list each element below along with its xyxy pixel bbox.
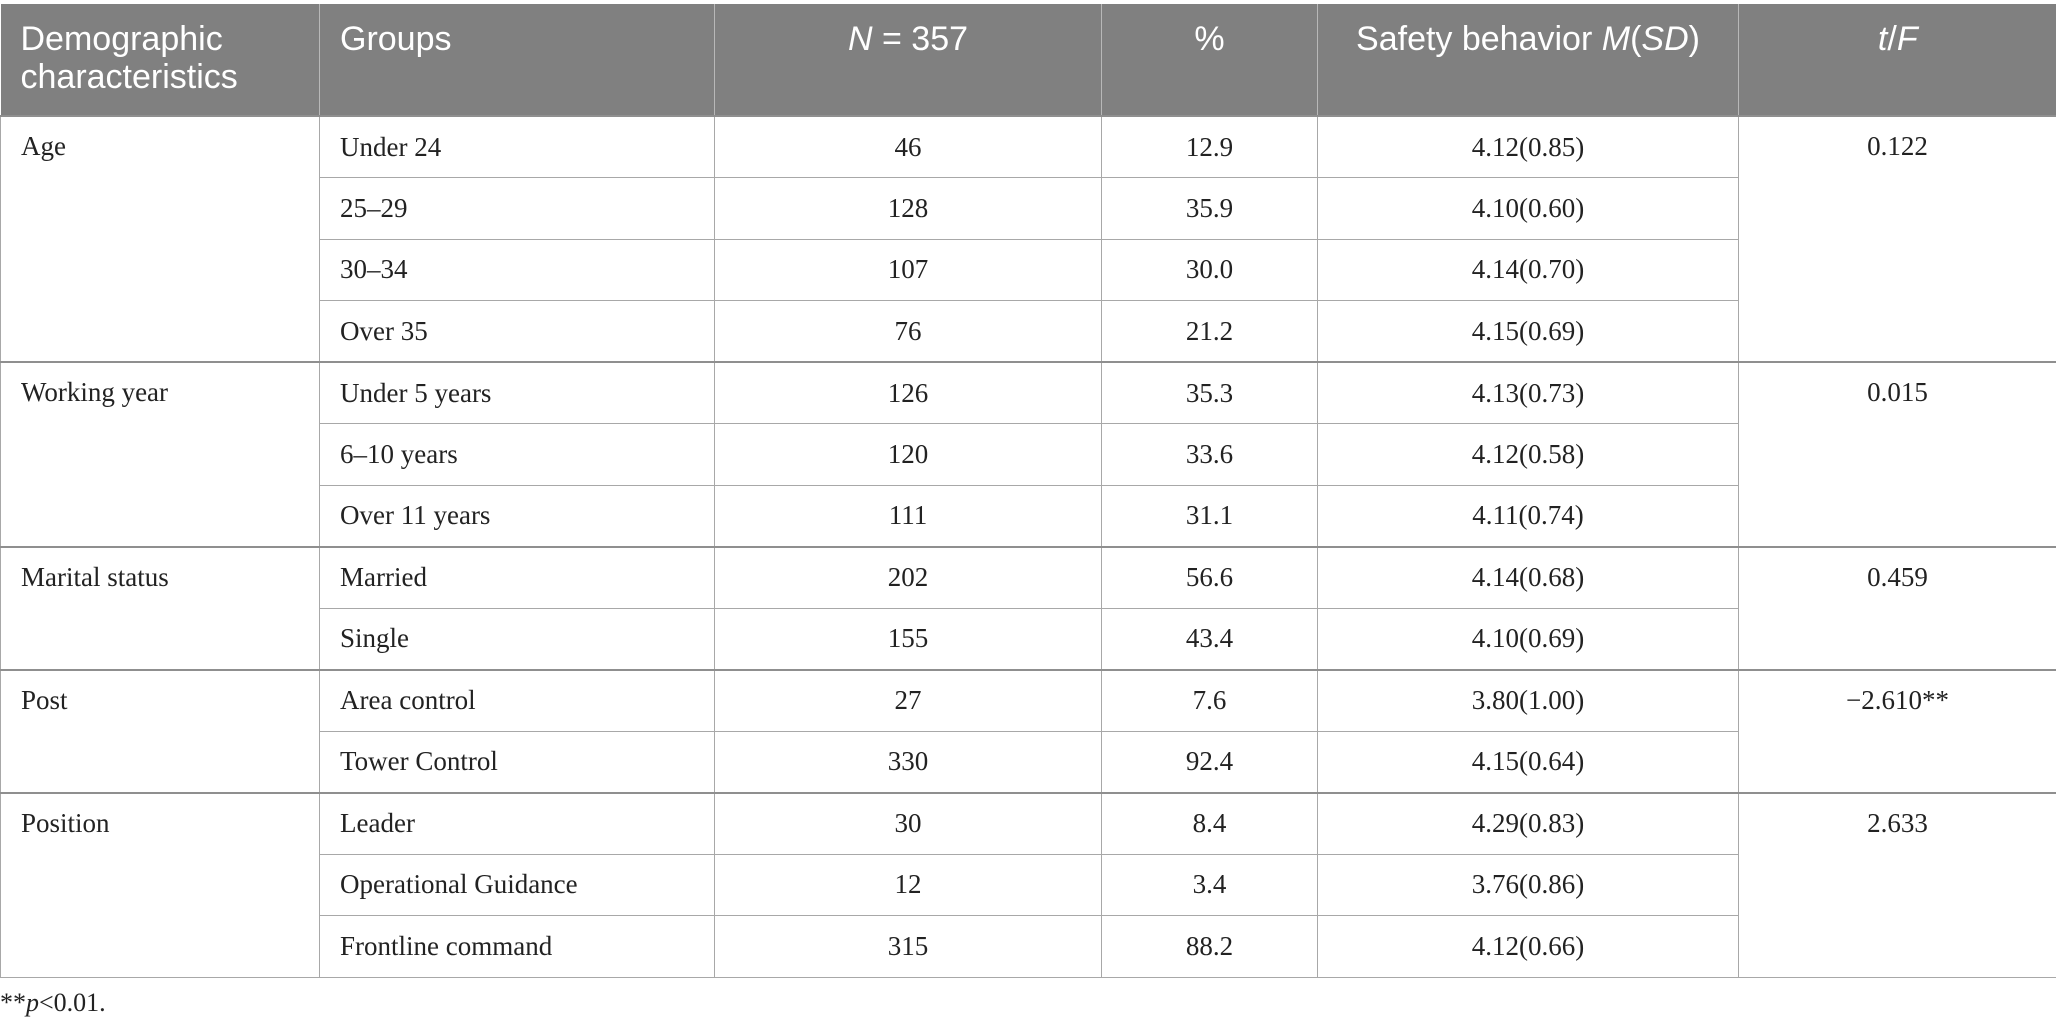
n-cell: 128 <box>714 177 1102 240</box>
safety-behavior-cell: 4.10(0.60) <box>1317 177 1739 240</box>
table-row: Age Under 24 46 12.9 4.12(0.85) 0.122 <box>0 115 2056 363</box>
safety-behavior-cell: 4.10(0.69) <box>1317 607 1739 670</box>
group-cell: Under 24 <box>319 115 715 178</box>
percent-cell: 31.1 <box>1101 484 1318 547</box>
safety-behavior-cell: 4.11(0.74) <box>1317 484 1739 547</box>
percent-cell: 12.9 <box>1101 115 1318 178</box>
percent-cell: 92.4 <box>1101 730 1318 793</box>
percent-cell: 35.3 <box>1101 361 1318 424</box>
table-header: Demographic characteristics Groups N = 3… <box>0 4 2056 116</box>
group-cell: 25–29 <box>319 177 715 240</box>
table-row: Working year Under 5 years 126 35.3 4.13… <box>0 361 2056 547</box>
category-cell: Marital status <box>0 545 320 670</box>
group-cell: 6–10 years <box>319 423 715 486</box>
table-body: Age Under 24 46 12.9 4.12(0.85) 0.122 25… <box>0 115 2056 978</box>
t-f-cell: 0.459 <box>1738 545 2056 670</box>
group-cell: Over 35 <box>319 300 715 363</box>
n-cell: 111 <box>714 484 1102 547</box>
group-cell: Frontline command <box>319 915 715 978</box>
group-cell: 30–34 <box>319 238 715 301</box>
category-cell: Age <box>0 115 320 363</box>
category-cell: Post <box>0 668 320 793</box>
percent-cell: 43.4 <box>1101 607 1318 670</box>
n-cell: 46 <box>714 115 1102 178</box>
category-cell: Working year <box>0 361 320 547</box>
safety-behavior-cell: 4.12(0.58) <box>1317 423 1739 486</box>
t-f-cell: −2.610** <box>1738 668 2056 793</box>
category-cell: Position <box>0 791 320 978</box>
safety-behavior-cell: 3.76(0.86) <box>1317 853 1739 916</box>
group-cell: Operational Guidance <box>319 853 715 916</box>
t-f-cell: 0.015 <box>1738 361 2056 547</box>
n-cell: 107 <box>714 238 1102 301</box>
n-cell: 330 <box>714 730 1102 793</box>
n-cell: 155 <box>714 607 1102 670</box>
n-cell: 126 <box>714 361 1102 424</box>
table-row: Over 11 years 111 31.1 4.11(0.74) <box>1 484 2056 547</box>
table-row: Over 35 76 21.2 4.15(0.69) <box>1 300 2056 363</box>
header-row: Demographic characteristics Groups N = 3… <box>0 4 2056 116</box>
percent-cell: 21.2 <box>1101 300 1318 363</box>
percent-cell: 3.4 <box>1101 853 1318 916</box>
group-cell: Tower Control <box>319 730 715 793</box>
safety-behavior-cell: 4.13(0.73) <box>1317 361 1739 424</box>
table-row: Tower Control 330 92.4 4.15(0.64) <box>1 730 2056 793</box>
table-row: 6–10 years 120 33.6 4.12(0.58) <box>1 423 2056 486</box>
header-groups: Groups <box>319 4 715 116</box>
safety-behavior-cell: 4.15(0.64) <box>1317 730 1739 793</box>
n-cell: 202 <box>714 545 1102 609</box>
t-f-cell: 0.122 <box>1738 115 2056 363</box>
table-row: Marital status Married 202 56.6 4.14(0.6… <box>0 545 2056 670</box>
header-t-f: t/F <box>1738 4 2056 116</box>
table-row: Position Leader 30 8.4 4.29(0.83) 2.633 <box>0 791 2056 978</box>
percent-cell: 56.6 <box>1101 545 1318 609</box>
group-cell: Single <box>319 607 715 670</box>
safety-behavior-cell: 4.14(0.68) <box>1317 545 1739 609</box>
header-safety-behavior: Safety behavior M(SD) <box>1317 4 1739 116</box>
safety-behavior-cell: 4.12(0.66) <box>1317 915 1739 978</box>
percent-cell: 8.4 <box>1101 791 1318 855</box>
safety-behavior-cell: 4.15(0.69) <box>1317 300 1739 363</box>
table-footnote: **p<0.01. <box>0 988 106 1017</box>
n-cell: 30 <box>714 791 1102 855</box>
safety-behavior-cell: 3.80(1.00) <box>1317 668 1739 732</box>
safety-behavior-cell: 4.29(0.83) <box>1317 791 1739 855</box>
percent-cell: 88.2 <box>1101 915 1318 978</box>
safety-behavior-cell: 4.14(0.70) <box>1317 238 1739 301</box>
group-cell: Leader <box>319 791 715 855</box>
percent-cell: 7.6 <box>1101 668 1318 732</box>
n-cell: 27 <box>714 668 1102 732</box>
percent-cell: 30.0 <box>1101 238 1318 301</box>
n-cell: 12 <box>714 853 1102 916</box>
n-cell: 76 <box>714 300 1102 363</box>
header-n: N = 357 <box>714 4 1102 116</box>
table-row: Post Area control 27 7.6 3.80(1.00) −2.6… <box>0 668 2056 793</box>
table-row: 30–34 107 30.0 4.14(0.70) <box>1 238 2056 301</box>
demographics-table: Demographic characteristics Groups N = 3… <box>0 4 2056 978</box>
table-row: Single 155 43.4 4.10(0.69) <box>1 607 2056 670</box>
header-demographic-characteristics: Demographic characteristics <box>0 4 320 116</box>
t-f-cell: 2.633 <box>1738 791 2056 978</box>
percent-cell: 33.6 <box>1101 423 1318 486</box>
percent-cell: 35.9 <box>1101 177 1318 240</box>
group-cell: Married <box>319 545 715 609</box>
table-row: Frontline command 315 88.2 4.12(0.66) <box>1 915 2056 978</box>
group-cell: Area control <box>319 668 715 732</box>
group-cell: Over 11 years <box>319 484 715 547</box>
group-cell: Under 5 years <box>319 361 715 424</box>
n-cell: 315 <box>714 915 1102 978</box>
n-cell: 120 <box>714 423 1102 486</box>
safety-behavior-cell: 4.12(0.85) <box>1317 115 1739 178</box>
header-percent: % <box>1101 4 1318 116</box>
